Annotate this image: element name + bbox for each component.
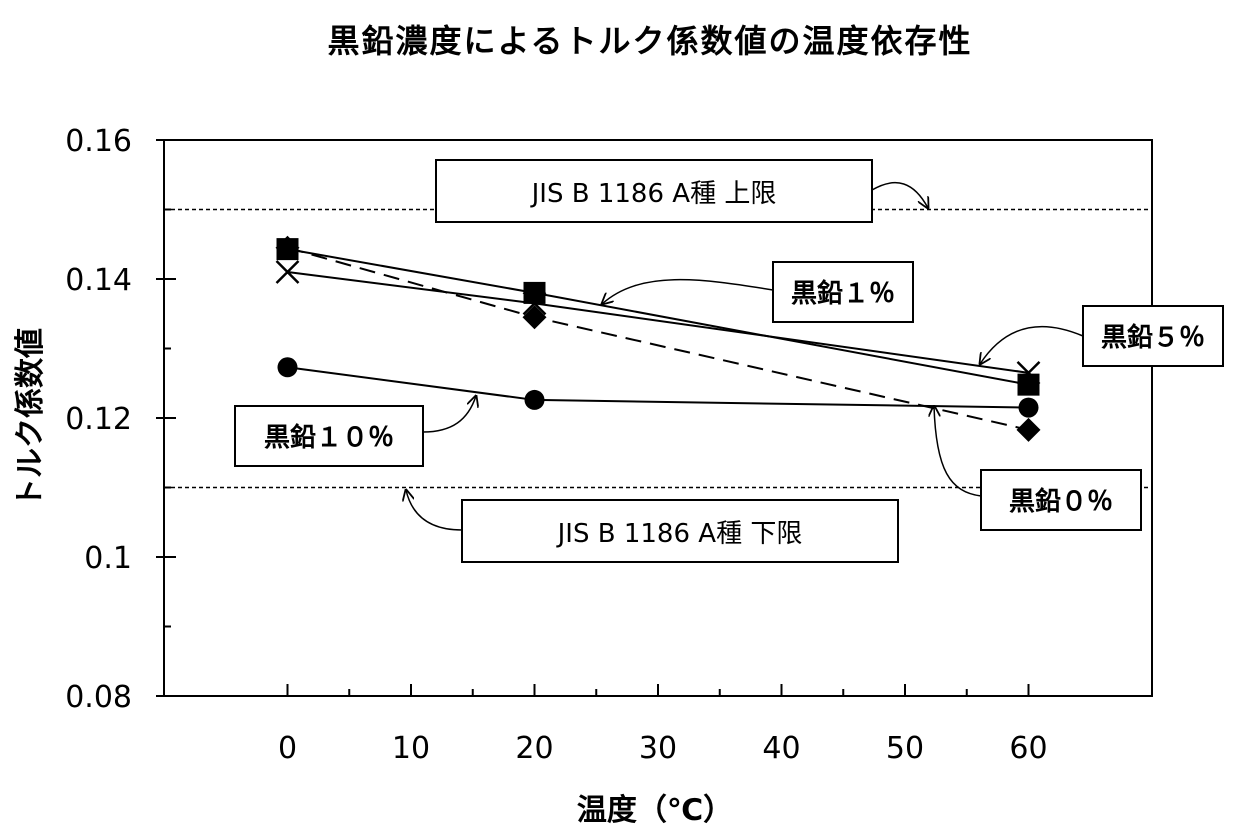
- series-markers: [275, 235, 1041, 442]
- callout-lower-limit-text: JIS B 1186 A種 下限: [556, 519, 803, 549]
- data-point-circle: [524, 389, 545, 410]
- y-tick-label: 0.16: [65, 124, 132, 159]
- data-point-square: [276, 238, 299, 261]
- callout-lower-limit-arrow: [406, 490, 463, 531]
- callout-series-10-arrow: [422, 396, 476, 433]
- x-axis-ticks: 0 10 20 30 40 50 60: [278, 684, 1048, 766]
- y-tick-label: 0.08: [65, 680, 132, 715]
- x-tick-label: 40: [762, 731, 800, 766]
- x-axis-label: 温度（℃）: [577, 793, 733, 828]
- callout-upper-limit-text: JIS B 1186 A種 上限: [530, 179, 777, 209]
- series-line: [287, 248, 1029, 386]
- callout-upper-limit: JIS B 1186 A種 上限: [435, 159, 928, 223]
- callout-series-10-text: 黒鉛１０％: [264, 422, 394, 453]
- y-tick-label: 0.1: [84, 541, 132, 576]
- callout-series-5-box: [1082, 305, 1224, 367]
- data-point-x: [522, 291, 547, 316]
- data-point-diamond: [1016, 417, 1041, 442]
- callout-series-0: 黒鉛０％: [934, 406, 1142, 531]
- y-axis-label: トルク係数値: [13, 328, 48, 508]
- x-tick-label: 10: [392, 731, 430, 766]
- callout-series-1-text: 黒鉛１％: [791, 278, 895, 309]
- data-point-square: [1017, 373, 1040, 396]
- callout-series-5-text: 黒鉛５％: [1101, 322, 1205, 353]
- callout-series-10: 黒鉛１０％: [234, 396, 476, 467]
- callout-series-0-arrow: [934, 406, 982, 497]
- callout-upper-limit-arrow: [871, 181, 928, 208]
- data-point-square: [523, 281, 546, 304]
- x-tick-label: 30: [639, 731, 677, 766]
- x-tick-label: 50: [886, 731, 924, 766]
- y-axis-ticks: 0.08 0.1 0.12 0.14 0.16: [65, 124, 176, 715]
- data-point-diamond: [522, 305, 547, 330]
- series-line: [287, 271, 1029, 374]
- callout-upper-limit-box: [435, 159, 873, 223]
- callout-series-5: 黒鉛５％: [980, 305, 1224, 367]
- data-point-circle: [277, 357, 298, 378]
- callout-series-10-box: [234, 405, 424, 467]
- series-lines: [287, 246, 1029, 431]
- y-tick-label: 0.12: [65, 402, 132, 437]
- x-tick-label: 0: [278, 731, 297, 766]
- y-tick-label: 0.14: [65, 263, 132, 298]
- callout-series-0-box: [980, 469, 1142, 531]
- x-tick-label: 20: [515, 731, 553, 766]
- series-line: [287, 366, 1029, 409]
- chart-title: 黒鉛濃度によるトルク係数値の温度依存性: [327, 22, 972, 60]
- data-point-x: [1016, 360, 1041, 385]
- callout-series-1: 黒鉛１％: [602, 261, 914, 323]
- callout-series-5-arrow: [980, 325, 1084, 364]
- callout-lower-limit: JIS B 1186 A種 下限: [406, 490, 899, 563]
- x-tick-label: 60: [1009, 731, 1047, 766]
- callout-series-0-text: 黒鉛０％: [1009, 486, 1113, 517]
- data-point-x: [275, 260, 300, 284]
- callout-series-1-arrow: [602, 279, 774, 304]
- data-point-circle: [1018, 397, 1039, 418]
- callout-lower-limit-box: [461, 499, 899, 563]
- callout-series-1-box: [772, 261, 914, 323]
